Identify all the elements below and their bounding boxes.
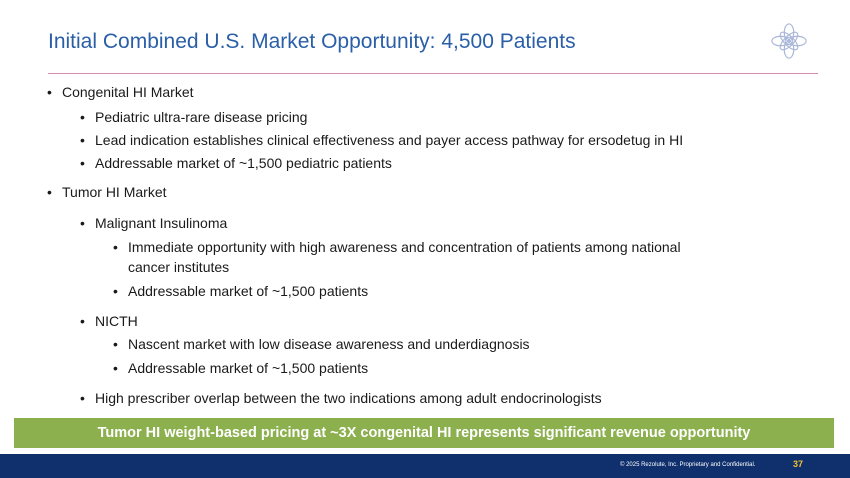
slide-title: Initial Combined U.S. Market Opportunity… — [48, 30, 576, 53]
bullet-item: • Lead indication establishes clinical ef… — [80, 132, 684, 148]
bullet-item: • Pediatric ultra-rare disease pricing — [80, 109, 308, 125]
bullet-item: • Congenital HI Market — [47, 84, 194, 100]
bullet-item: • High prescriber overlap between the two… — [80, 390, 602, 406]
bullet-item: • Tumor HI Market — [47, 184, 167, 200]
bullet-item: • Addressable market of ~1,500 pediatric … — [80, 155, 392, 171]
bullet-item: • Addressable market of ~1,500 patients — [113, 360, 369, 376]
footer-bar: © 2025 Rezolute, Inc. Proprietary and Co… — [0, 454, 850, 478]
title-divider — [48, 73, 818, 74]
bullet-item: • Nascent market with low disease awarene… — [113, 336, 530, 352]
bullet-item: • Malignant Insulinoma — [80, 215, 228, 231]
flower-logo-icon — [771, 23, 807, 59]
bullet-continuation: cancer institutes — [128, 259, 230, 275]
highlight-banner: Tumor HI weight-based pricing at ~3X con… — [14, 418, 834, 448]
page-number: 37 — [793, 459, 804, 469]
copyright-text: © 2025 Rezolute, Inc. Proprietary and Co… — [620, 462, 756, 468]
bullet-item: • Immediate opportunity with high awarene… — [113, 239, 681, 255]
bullet-item: • Addressable market of ~1,500 patients — [113, 283, 369, 299]
bullet-item: • NICTH — [80, 313, 138, 329]
